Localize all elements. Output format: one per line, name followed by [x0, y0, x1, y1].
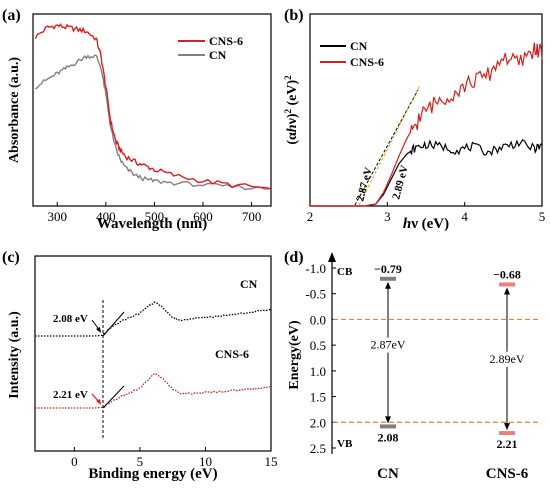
y-tick-label: 0.5: [310, 338, 326, 353]
x-tick-label: 600: [193, 209, 213, 224]
gap-arrow-head-bottom: [504, 423, 510, 431]
material-name-cn: CN: [377, 466, 399, 482]
cb-value-cn: −0.79: [374, 262, 402, 276]
tangent-cns6: [102, 385, 125, 409]
y-tick-label: 2.0: [310, 415, 326, 430]
panel-b-series: [310, 42, 543, 207]
panel-d-label: (d): [284, 249, 304, 266]
series-line-cns-6: [35, 372, 272, 409]
gap-arrow-head-top: [385, 281, 391, 289]
y-tick-label: 2.5: [310, 441, 326, 456]
panel-d-y-axis-arrow: [328, 252, 336, 262]
tangent-cns6: [358, 84, 421, 206]
series-line-cns-6: [34, 23, 272, 190]
tangent-cn: [354, 89, 419, 206]
annotation-2-87: 2.87 eV: [354, 166, 375, 203]
gap-arrow-head-top: [504, 287, 510, 295]
panel-a-series: [34, 23, 272, 191]
panel-b-x-axis-label: hν (eV): [403, 216, 449, 232]
x-tick-label: 10: [199, 454, 212, 469]
legend-label-cns6: CNS-6: [350, 55, 384, 69]
x-tick-label: 4: [461, 209, 468, 224]
panel-d-bands: −0.79 2.08 2.87eV CN −0.68 2.21 2.89eV CNS-6: [333, 262, 540, 482]
x-tick-label: 500: [145, 209, 165, 224]
gap-value-cns-6: 2.89eV: [490, 352, 525, 366]
legend-label-cn: CN: [350, 39, 368, 53]
panel-c-series: [35, 301, 272, 409]
series-line-cns-6: [310, 42, 543, 207]
panel-a-label: (a): [2, 7, 21, 24]
panel-b-legend: CN CNS-6: [320, 39, 384, 69]
gap-value-cn: 2.87eV: [371, 338, 406, 352]
annotation-2-21: 2.21 eV: [53, 389, 88, 401]
panel-c-x-ticks: 0 5 10 15: [71, 447, 278, 469]
series-line-cn: [310, 138, 543, 207]
panel-a-frame: [32, 13, 272, 207]
panel-c-frame: [34, 255, 272, 452]
legend-label-cn: CN: [209, 48, 227, 62]
panel-b-y-axis-label: (αhν)2 (eV)2: [283, 75, 300, 145]
panel-c-x-axis-label: Binding energy (eV): [88, 466, 217, 482]
panel-a: (a) 300 400 500 600 700 Wavelength (nm) Abso…: [2, 7, 272, 232]
x-tick-label: 15: [265, 454, 278, 469]
panel-b-frame: [309, 13, 543, 207]
panel-d-y-ticks: -1.0 -0.5 0.0 0.5 1.0 1.5 2.0 2.5: [305, 261, 336, 456]
x-tick-label: 300: [48, 209, 68, 224]
panel-d: (d) -1.0 -0.5 0.0 0.5 1.0 1.5 2.0 2.5 Energy(eV…: [284, 249, 540, 482]
x-tick-label: 5: [137, 454, 144, 469]
vb-value-cns-6: 2.21: [497, 437, 518, 451]
y-tick-label: 1.5: [310, 390, 326, 405]
panel-a-y-axis-label: Absorbance (a.u.): [7, 57, 22, 164]
cb-value-cns-6: −0.68: [493, 267, 521, 281]
vb-label: VB: [337, 438, 353, 450]
panel-a-x-ticks: 300 400 500 600 700: [48, 202, 262, 224]
x-tick-label: 3: [384, 209, 391, 224]
panel-d-y-axis-label: Energy(eV): [287, 320, 302, 390]
vb-bar-cn: [380, 424, 396, 429]
gap-label-bg: [366, 337, 410, 353]
x-tick-label: 400: [96, 209, 116, 224]
x-tick-label: 5: [539, 209, 546, 224]
tangent-cn: [102, 311, 125, 337]
y-tick-label: 0.0: [310, 312, 326, 327]
material-name-cns-6: CNS-6: [486, 466, 529, 482]
x-tick-label: 2: [307, 209, 314, 224]
y-tick-label: 1.0: [310, 364, 326, 379]
x-tick-label: 700: [242, 209, 262, 224]
cb-bar-cns-6: [499, 282, 515, 287]
y-tick-label: -0.5: [305, 287, 326, 302]
cb-label: CB: [337, 266, 353, 278]
series-label-cns6: CNS-6: [215, 347, 249, 361]
y-tick-label: -1.0: [305, 261, 326, 276]
vb-bar-cns-6: [499, 431, 515, 436]
panel-a-x-axis-label: Wavelength (nm): [97, 216, 207, 232]
gap-label-bg: [485, 351, 529, 367]
series-label-cn: CN: [240, 277, 258, 291]
panel-b-x-ticks: 2 3 4 5: [307, 202, 546, 224]
series-line-cn: [35, 301, 272, 337]
arrow-head-cn: [96, 327, 101, 333]
panel-c-label: (c): [2, 249, 20, 266]
series-line-cn: [34, 54, 272, 191]
gap-arrow-head-bottom: [385, 416, 391, 424]
panel-a-legend: CNS-6 CN: [178, 34, 243, 62]
legend-label-cns6: CNS-6: [209, 34, 243, 48]
x-tick-label: 0: [71, 454, 78, 469]
vb-value-cn: 2.08: [378, 430, 399, 444]
arrow-head-cns6: [96, 399, 101, 405]
panel-b-label: (b): [284, 7, 304, 24]
panel-c: (c) 0 5 10 15 2.08 eV 2.21 eV CN CNS-6 Bind…: [2, 249, 278, 482]
cb-bar-cn: [380, 276, 396, 281]
annotation-2-08: 2.08 eV: [53, 313, 88, 325]
panel-c-y-axis-label: Intensity (a.u.): [7, 311, 22, 399]
